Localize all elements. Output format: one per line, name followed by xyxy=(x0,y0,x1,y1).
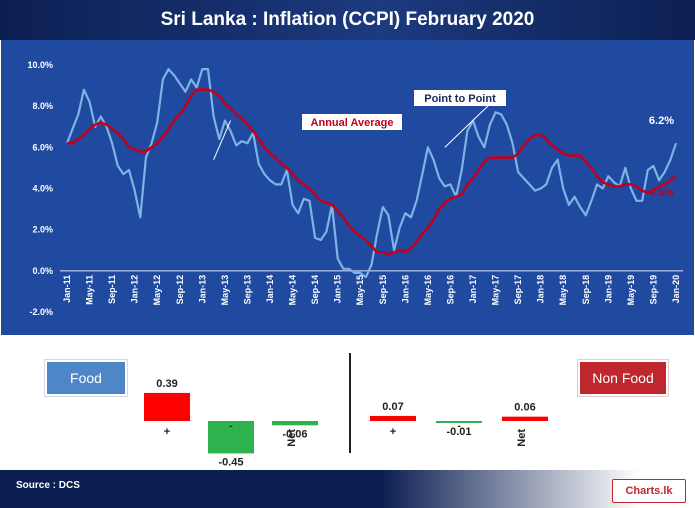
non-food-value-label: 0.06 xyxy=(514,402,535,414)
series-point-to-point-line xyxy=(65,68,678,279)
food-value-label: -0.45 xyxy=(218,456,243,468)
x-tick-label: Jan-18 xyxy=(536,275,546,304)
non-food-bar xyxy=(502,416,548,421)
x-tick-label: Jan-12 xyxy=(130,275,140,304)
x-tick-label: Sep-15 xyxy=(378,275,388,305)
charts-lk-logo: Charts.lk xyxy=(612,479,686,503)
x-tick-label: May-18 xyxy=(558,275,568,306)
legend-non-food: Non Food xyxy=(578,360,668,396)
y-tick-label: 4.0% xyxy=(32,184,53,194)
x-tick-label: Sep-14 xyxy=(310,275,320,305)
food-category-label: + xyxy=(164,426,170,438)
point-to-point-leader-line xyxy=(444,103,491,148)
footer-bar xyxy=(0,470,695,508)
inflation-line-chart: -2.0% 0.0% 2.0% 4.0% 6.0% 8.0% 10.0% Jan-11 May-… xyxy=(1,40,694,335)
x-tick-label: Jan-11 xyxy=(62,275,72,303)
x-tick-label: May-17 xyxy=(491,275,501,306)
x-tick-label: Jan-19 xyxy=(603,275,613,304)
y-tick-label: 10.0% xyxy=(27,60,53,70)
food-category-label: - xyxy=(229,421,232,432)
x-tick-label: Sep-17 xyxy=(513,275,523,305)
y-tick-label: -2.0% xyxy=(29,307,53,317)
x-tick-label: Jan-15 xyxy=(333,275,343,304)
x-tick-label: May-15 xyxy=(355,275,365,306)
x-tick-label: Sep-13 xyxy=(242,275,252,305)
food-value-label: 0.39 xyxy=(156,378,177,390)
x-tick-label: Jan-14 xyxy=(265,275,275,304)
x-tick-label: May-13 xyxy=(220,275,230,306)
point-to-point-label: Point to Point xyxy=(424,93,496,105)
chart-title: Sri Lanka : Inflation (CCPI) February 20… xyxy=(160,9,535,30)
series-annual-average-line xyxy=(67,88,677,256)
food-bar xyxy=(272,421,318,426)
x-tick-label: Sep-11 xyxy=(107,275,117,304)
x-tick-label: Jan-17 xyxy=(468,275,478,304)
x-tick-label: May-12 xyxy=(152,275,162,306)
non-food-bar xyxy=(370,415,416,421)
x-tick-label: Sep-12 xyxy=(175,275,185,305)
non-food-category-label: - xyxy=(457,421,460,432)
x-tick-label: May-14 xyxy=(288,275,298,306)
x-tick-label: Sep-19 xyxy=(648,275,658,305)
x-tick-label: May-16 xyxy=(423,275,433,306)
point-to-point-label-box xyxy=(414,90,506,106)
x-tick-label: Jan-20 xyxy=(671,275,681,304)
legend-food: Food xyxy=(45,360,127,396)
annual-average-leader-line xyxy=(213,120,231,160)
x-tick-label: May-11 xyxy=(85,275,95,305)
source-text: Source : DCS xyxy=(16,480,80,491)
food-category-label: Net xyxy=(286,429,298,447)
food-bar xyxy=(208,421,254,454)
x-tick-label: May-19 xyxy=(626,275,636,306)
point-to-point-end-label: 6.2% xyxy=(649,115,674,127)
food-bar xyxy=(144,392,190,421)
x-tick-label: Jan-16 xyxy=(400,275,410,304)
annual-average-label-box xyxy=(302,114,402,130)
x-tick-label: Sep-16 xyxy=(445,275,455,305)
y-tick-label: 0.0% xyxy=(32,266,53,276)
non-food-value-label: 0.07 xyxy=(382,401,403,413)
non-food-value-label: -0.01 xyxy=(446,426,471,438)
y-tick-label: 2.0% xyxy=(32,225,53,235)
annual-average-end-label: 4.6% xyxy=(649,187,674,199)
y-tick-label: 6.0% xyxy=(32,142,53,152)
x-tick-label: Sep-18 xyxy=(581,275,591,305)
non-food-bar xyxy=(436,421,482,423)
non-food-category-label: Net xyxy=(516,429,528,447)
plot-background xyxy=(1,40,694,335)
non-food-category-label: + xyxy=(390,426,396,438)
contribution-bar-charts: 0.39 -0.45 -0.06 + - Net 0.07 -0.01 0.06 + - Net xyxy=(144,353,548,468)
y-tick-label: 8.0% xyxy=(32,101,53,111)
title-bar xyxy=(0,0,695,40)
food-value-label: -0.06 xyxy=(282,428,307,440)
annual-average-label: Annual Average xyxy=(311,117,394,129)
x-tick-label: Jan-13 xyxy=(197,275,207,304)
